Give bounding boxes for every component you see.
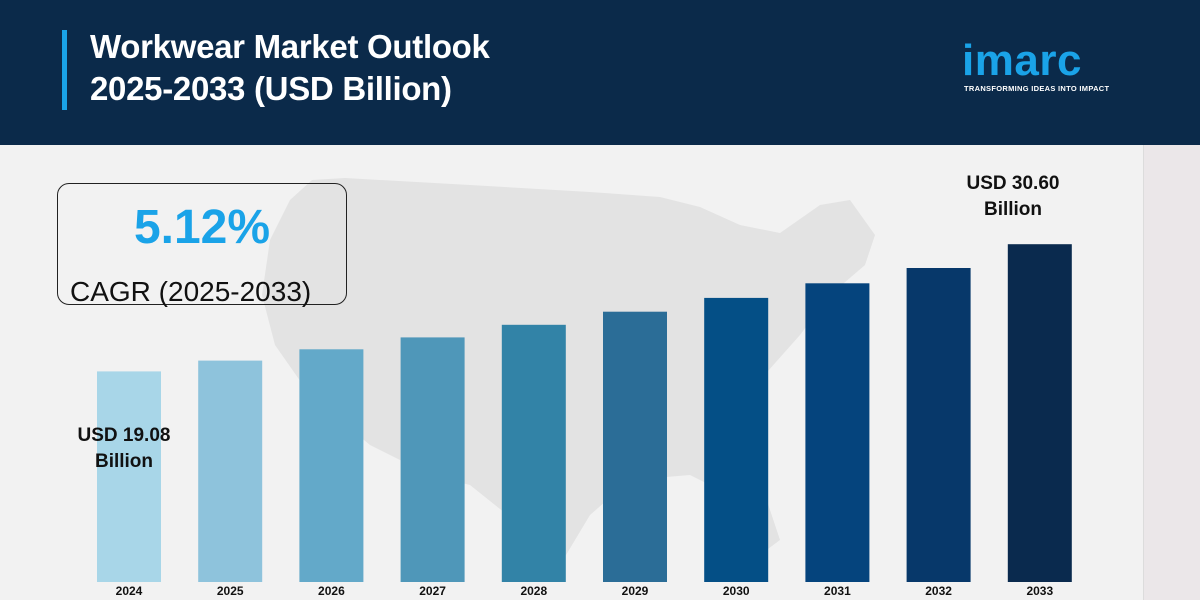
x-tick-label-2031: 2031 — [824, 584, 851, 598]
page-title: Workwear Market Outlook 2025-2033 (USD B… — [90, 26, 490, 110]
callout-2033-value: USD 30.60 Billion — [943, 171, 1083, 223]
callout-2033-line-2: Billion — [983, 199, 1043, 220]
x-tick-label-2032: 2032 — [925, 584, 952, 598]
bar-2030 — [704, 297, 769, 582]
cagr-box: 5.12% CAGR (2025-2033) — [57, 183, 347, 307]
bar-2029 — [603, 311, 667, 582]
header-banner: Workwear Market Outlook 2025-2033 (USD B… — [0, 0, 1200, 145]
logo-tagline: TRANSFORMING IDEAS INTO IMPACT — [964, 84, 1110, 93]
bar-chart: 2024 2025 2026 2027 2028 2029 2030 2031 2032 2033 — [97, 244, 1072, 598]
x-tick-label-2026: 2026 — [318, 584, 345, 598]
callout-2024-line-1: USD 19.08 — [77, 425, 171, 446]
bar-2027 — [400, 337, 465, 582]
bar-2025 — [198, 360, 263, 582]
callout-2024-value: USD 19.08 Billion — [54, 423, 194, 475]
title-accent-bar — [62, 30, 67, 110]
x-tick-label-2030: 2030 — [723, 584, 750, 598]
title-line-1: Workwear Market Outlook — [90, 28, 490, 65]
bar-2028 — [501, 324, 566, 582]
bar-2032 — [906, 268, 971, 582]
cagr-value: 5.12% — [133, 201, 271, 254]
bar-2026 — [299, 349, 364, 582]
imarc-logo: imarc TRANSFORMING IDEAS INTO IMPACT — [962, 38, 1122, 98]
callout-2033-line-1: USD 30.60 — [966, 173, 1060, 194]
logo-wordmark: imarc — [962, 36, 1082, 85]
x-tick-label-2024: 2024 — [116, 584, 143, 598]
cagr-label: CAGR (2025-2033) — [70, 276, 312, 307]
bar-2033 — [1007, 244, 1072, 582]
callout-2024-line-2: Billion — [94, 451, 154, 472]
x-tick-label-2033: 2033 — [1026, 584, 1053, 598]
x-tick-label-2029: 2029 — [622, 584, 649, 598]
bar-2024 — [97, 371, 161, 582]
x-tick-label-2027: 2027 — [419, 584, 446, 598]
bar-2031 — [805, 283, 870, 582]
x-tick-label-2028: 2028 — [520, 584, 547, 598]
right-side-strip — [1143, 145, 1200, 600]
x-tick-label-2025: 2025 — [217, 584, 244, 598]
title-line-2: 2025-2033 (USD Billion) — [90, 70, 452, 107]
